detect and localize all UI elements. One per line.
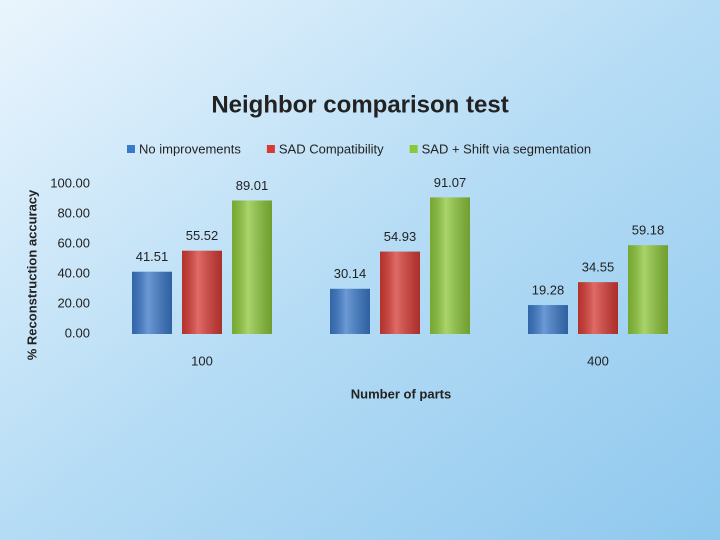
bar-shade bbox=[578, 282, 618, 334]
legend-swatch bbox=[409, 145, 418, 153]
x-tick-label: 100 bbox=[191, 353, 213, 368]
value-label: 41.51 bbox=[136, 249, 169, 264]
y-tick-label: 60.00 bbox=[57, 235, 90, 250]
y-tick-label: 20.00 bbox=[57, 295, 90, 310]
chart-title: Neighbor comparison test bbox=[211, 91, 508, 118]
bar-shade bbox=[182, 250, 222, 334]
value-label: 54.93 bbox=[384, 229, 417, 244]
bar-shade bbox=[380, 251, 420, 334]
bar-shade bbox=[232, 200, 272, 334]
bar-shade bbox=[628, 245, 668, 334]
y-axis-title: % Reconstruction accuracy bbox=[24, 189, 39, 360]
x-tick-label: 400 bbox=[587, 353, 609, 368]
y-tick-label: 100.00 bbox=[50, 175, 90, 190]
legend-label: SAD + Shift via segmentation bbox=[422, 141, 591, 156]
value-label: 19.28 bbox=[532, 283, 565, 298]
y-tick-label: 0.00 bbox=[65, 325, 90, 340]
legend-swatch bbox=[127, 145, 135, 153]
y-tick-label: 80.00 bbox=[57, 205, 90, 220]
bar-shade bbox=[132, 271, 172, 334]
bar-shade bbox=[330, 288, 370, 334]
legend-label: SAD Compatibility bbox=[279, 141, 384, 156]
value-label: 34.55 bbox=[582, 260, 615, 275]
x-axis-title: Number of parts bbox=[351, 386, 451, 401]
value-label: 55.52 bbox=[186, 228, 219, 243]
legend-label: No improvements bbox=[139, 141, 241, 156]
legend-swatch bbox=[266, 145, 275, 153]
value-label: 30.14 bbox=[334, 266, 367, 281]
value-label: 59.18 bbox=[632, 223, 665, 238]
bar-shade bbox=[430, 197, 470, 334]
y-tick-label: 40.00 bbox=[57, 265, 90, 280]
bar-shade bbox=[528, 305, 568, 334]
value-label: 89.01 bbox=[236, 178, 269, 193]
value-label: 91.07 bbox=[434, 175, 467, 190]
